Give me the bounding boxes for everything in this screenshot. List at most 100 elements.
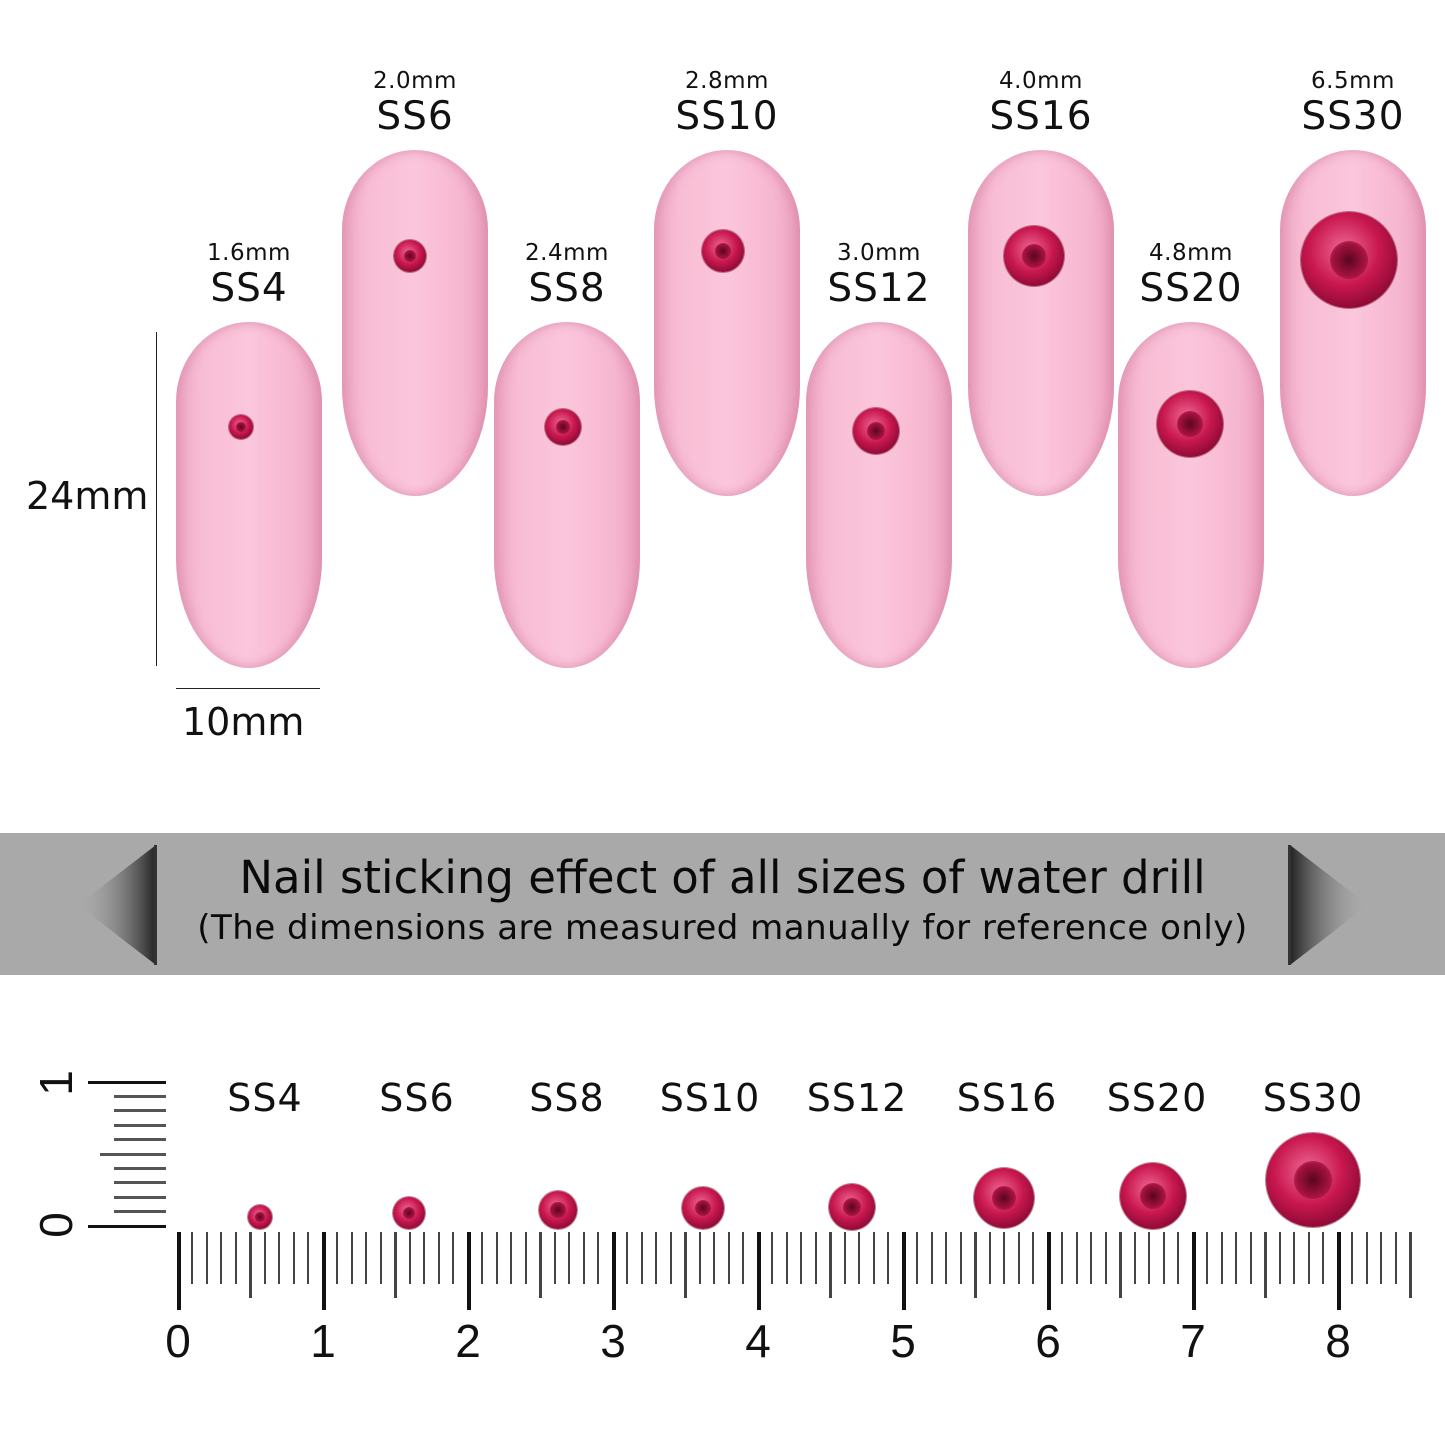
ruler-tick <box>394 1232 397 1298</box>
ruler-tick <box>1278 1232 1281 1284</box>
ruler-x-label: 5 <box>890 1315 916 1367</box>
ruler-tick <box>524 1232 527 1284</box>
right-arrow-icon <box>1288 845 1368 965</box>
ruler-tick <box>1293 1232 1295 1284</box>
ruler-tick <box>553 1232 556 1284</box>
ruler-vertical-tick <box>114 1109 166 1113</box>
nail-size-label: SS16 <box>989 94 1093 139</box>
ruler-tick <box>597 1232 599 1284</box>
ruler-tick <box>249 1232 252 1298</box>
nail-size-label: SS6 <box>376 94 454 139</box>
ruler-tick <box>423 1232 425 1284</box>
ruler-tick <box>684 1232 687 1298</box>
ruler-tick <box>1249 1232 1252 1284</box>
rhinestone-ss20 <box>1157 391 1223 457</box>
ruler-tick <box>495 1232 498 1284</box>
ruler-tick <box>1017 1232 1020 1284</box>
ruler-size-label: SS10 <box>659 1076 761 1120</box>
ruler-tick <box>959 1232 962 1284</box>
ruler-vertical-tick <box>114 1123 166 1127</box>
banner-subtitle: (The dimensions are measured manually fo… <box>197 908 1248 948</box>
ruler-tick <box>234 1232 237 1284</box>
ruler-tick <box>1177 1232 1179 1284</box>
ruler-tick <box>1090 1232 1092 1284</box>
ruler-tick <box>1235 1232 1237 1284</box>
ruler-tick <box>1046 1232 1051 1310</box>
ruler-tick <box>916 1232 918 1284</box>
ruler-tick <box>220 1232 222 1284</box>
ruler-x-label: 3 <box>600 1315 626 1367</box>
nail-size-label: SS10 <box>675 94 779 139</box>
ruler-tick <box>1365 1232 1368 1284</box>
ruler-x-label: 2 <box>455 1315 481 1367</box>
ruler-tick <box>1061 1232 1063 1284</box>
rhinestone-ss8 <box>545 409 581 445</box>
ruler-size-label: SS4 <box>227 1076 303 1120</box>
ruler-size-label: SS20 <box>1106 1076 1208 1120</box>
ruler-tick <box>626 1232 628 1284</box>
ruler-tick <box>945 1232 947 1284</box>
ruler-tick <box>437 1232 440 1284</box>
ruler-tick <box>1032 1232 1034 1284</box>
ruler-tick <box>742 1232 744 1284</box>
nail-mm-label: 4.8mm <box>1149 240 1233 266</box>
ruler-tick <box>756 1232 761 1310</box>
ruler-x-label: 8 <box>1325 1315 1351 1367</box>
ruler-tick <box>1148 1232 1150 1284</box>
ruler-y-label-0: 0 <box>30 1212 82 1238</box>
ruler-tick <box>176 1232 181 1310</box>
ruler-tick <box>1119 1232 1122 1298</box>
ruler-rhinestone-ss30 <box>1266 1133 1360 1227</box>
ruler-tick <box>205 1232 208 1284</box>
nail-ss10 <box>654 150 800 496</box>
width-dimension-label: 10mm <box>182 700 305 744</box>
ruler-tick <box>727 1232 730 1284</box>
ruler-rhinestone-ss8 <box>539 1191 577 1229</box>
nail-mm-label: 2.8mm <box>685 68 769 94</box>
ruler-tick <box>278 1232 280 1284</box>
ruler-tick <box>785 1232 788 1284</box>
nail-size-label: SS12 <box>827 266 931 311</box>
ruler-size-label: SS16 <box>956 1076 1058 1120</box>
nail-size-label: SS30 <box>1301 94 1405 139</box>
ruler-tick <box>814 1232 817 1284</box>
ruler-x-label: 6 <box>1035 1315 1061 1367</box>
ruler-x-label: 4 <box>745 1315 771 1367</box>
ruler-tick <box>655 1232 657 1284</box>
rhinestone-ss4 <box>229 415 253 439</box>
nail-ss30 <box>1280 150 1426 496</box>
ruler-tick <box>191 1232 193 1284</box>
ruler-tick <box>408 1232 411 1284</box>
ruler-tick <box>1394 1232 1397 1284</box>
rhinestone-ss10 <box>702 230 744 272</box>
height-dimension-label: 24mm <box>26 474 149 518</box>
nail-ss4 <box>176 322 322 668</box>
ruler-vertical-tick <box>114 1138 166 1142</box>
ruler-rhinestone-ss6 <box>393 1197 425 1229</box>
nail-ss16 <box>968 150 1114 496</box>
ruler-tick <box>669 1232 672 1284</box>
rhinestone-ss16 <box>1004 226 1064 286</box>
ruler-tick <box>1307 1232 1310 1284</box>
ruler-tick <box>698 1232 701 1284</box>
nail-size-label: SS20 <box>1139 266 1243 311</box>
nail-size-label: SS8 <box>528 266 606 311</box>
nail-mm-label: 4.0mm <box>999 68 1083 94</box>
ruler-tick <box>582 1232 585 1284</box>
ruler-size-label: SS6 <box>379 1076 455 1120</box>
ruler-tick <box>307 1232 309 1284</box>
ruler-tick <box>365 1232 367 1284</box>
ruler-vertical-tick <box>114 1210 166 1214</box>
rhinestone-ss6 <box>394 240 426 272</box>
nail-ss6 <box>342 150 488 496</box>
ruler-tick <box>988 1232 991 1284</box>
nail-mm-label: 2.4mm <box>525 240 609 266</box>
ruler-y-label-1: 1 <box>30 1070 82 1096</box>
ruler-tick <box>336 1232 338 1284</box>
ruler-size-label: SS8 <box>529 1076 605 1120</box>
ruler-rhinestone-ss4 <box>248 1205 272 1229</box>
ruler-tick <box>930 1232 933 1284</box>
ruler-tick <box>829 1232 832 1298</box>
ruler-tick <box>1264 1232 1267 1298</box>
ruler-rhinestone-ss16 <box>974 1168 1034 1228</box>
